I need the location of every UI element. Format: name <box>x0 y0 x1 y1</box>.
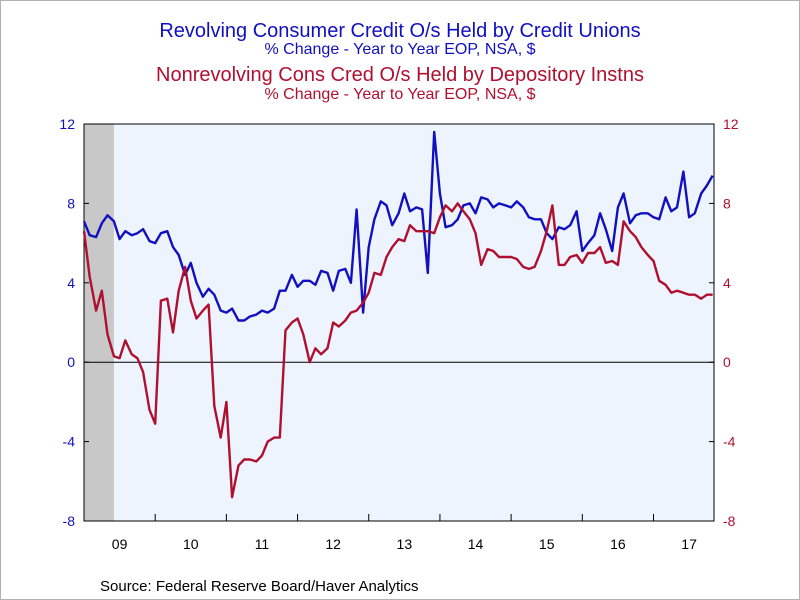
right-tick-label: 4 <box>723 275 731 291</box>
plot-border <box>83 123 715 522</box>
left-tick-label: 8 <box>67 195 75 211</box>
source-note: Source: Federal Reserve Board/Haver Anal… <box>100 578 419 595</box>
left-tick-label: 4 <box>67 275 75 291</box>
x-tick-label: 12 <box>325 536 341 552</box>
right-tick-label: 12 <box>723 116 739 132</box>
chart-subtitle-series1: % Change - Year to Year EOP, NSA, $ <box>264 41 536 58</box>
right-tick-label: 0 <box>723 354 731 370</box>
right-tick-label: -8 <box>723 513 736 529</box>
plot-background <box>84 124 714 521</box>
x-tick-label: 15 <box>539 536 555 552</box>
chart-title-series2: Nonrevolving Cons Cred O/s Held by Depos… <box>156 64 644 86</box>
right-tick-label: -4 <box>723 434 736 450</box>
left-tick-label: 0 <box>67 354 75 370</box>
x-tick-label: 13 <box>397 536 413 552</box>
left-tick-label: -8 <box>63 513 76 529</box>
left-tick-label: 12 <box>59 116 75 132</box>
x-tick-label: 09 <box>112 536 128 552</box>
x-tick-label: 17 <box>681 536 697 552</box>
x-tick-label: 16 <box>610 536 626 552</box>
recession-shading <box>84 124 114 521</box>
chart-subtitle-series2: % Change - Year to Year EOP, NSA, $ <box>264 86 536 103</box>
x-tick-label: 10 <box>183 536 199 552</box>
left-tick-label: -4 <box>63 434 76 450</box>
series-line-revolving-credit-unions <box>82 130 714 322</box>
x-tick-label: 11 <box>255 536 270 552</box>
right-tick-label: 8 <box>723 195 731 211</box>
x-tick-label: 14 <box>468 536 484 552</box>
chart-title-series1: Revolving Consumer Credit O/s Held by Cr… <box>159 20 641 42</box>
series-line-nonrevolving-depository <box>82 202 713 499</box>
